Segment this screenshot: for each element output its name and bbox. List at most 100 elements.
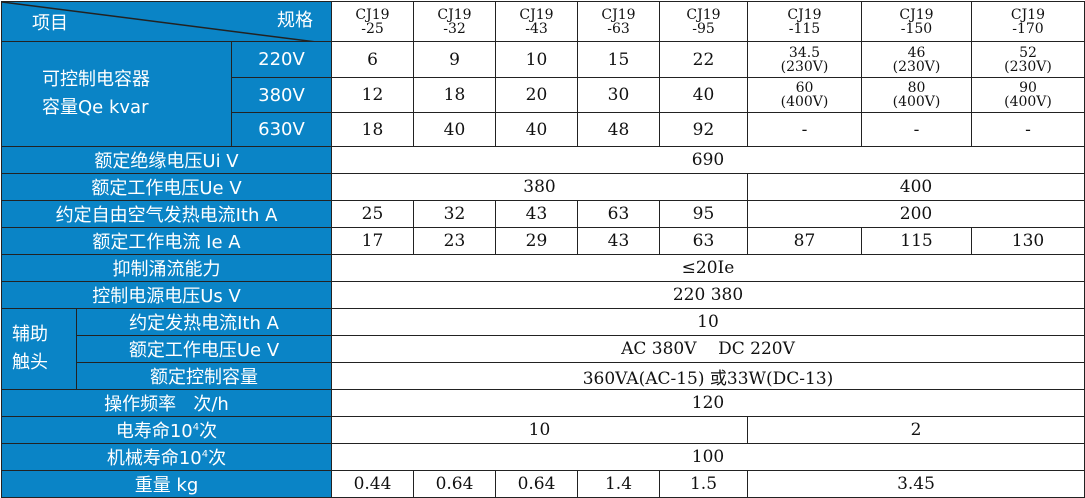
cell: 18 [413,77,496,113]
model-name-line: CJ19 [686,6,721,23]
model-header: CJ19 -150 [861,1,972,42]
cell: 3.45 [747,470,1085,498]
model-header: CJ19 -63 [577,1,660,42]
cell: 2 [747,416,1085,444]
cell: 100 [331,443,1085,471]
capacitor-label: 可控制电容器 容量Qe kvar [1,41,232,147]
row-weight: 重量 kg 0.44 0.64 0.64 1.4 1.5 3.45 [1,470,1085,498]
cell: 0.44 [331,470,414,498]
cell: 87 [747,227,862,255]
row-label: 控制电源电压Us V [1,281,332,309]
cell: 1.5 [659,470,748,498]
cell: 80 (400V) [861,77,972,113]
cell: AC 380V DC 220V [331,335,1085,363]
cell: 360VA(AC-15) 或33W(DC-13) [331,362,1085,390]
row-ith: 约定自由空气发热电流Ith A 25 32 43 63 95 200 [1,200,1085,228]
cell: 0.64 [495,470,578,498]
row-elec-life: 电寿命104次 10 2 [1,416,1085,444]
cell: 1.4 [577,470,660,498]
model-header: CJ19 -25 [331,1,414,42]
cell: - [971,112,1085,147]
row-ie: 额定工作电流 Ie A 17 23 29 43 63 87 115 130 [1,227,1085,255]
cell: 0.64 [413,470,496,498]
cell: 40 [659,77,748,113]
cell: - [861,112,972,147]
model-header: CJ19 -115 [747,1,862,42]
cell: 43 [577,227,660,255]
row-aux-ue: 额定工作电压Ue V AC 380V DC 220V [2,335,1085,363]
model-name-line: CJ19 [437,6,472,23]
model-name-line: -32 [443,20,466,37]
cell: 32 [413,200,496,228]
capacitor-row-380: 380V 12 18 20 30 40 60 (400V) 80 (400V) 90 (400V) [2,77,1085,113]
cell: 60 (400V) [747,77,862,113]
row-ui: 额定绝缘电压Ui V 690 [1,146,1085,174]
row-label: 额定工作电压Ue V [76,335,332,363]
cell: 20 [495,77,578,113]
cell: 63 [577,200,660,228]
model-name-line: -170 [1012,20,1044,37]
model-name-line: -150 [900,20,933,37]
cell: ≤20Ie [331,254,1085,282]
cell: 400 [747,173,1085,201]
row-mech-life: 机械寿命104次 100 [1,443,1085,471]
header-row: 项目 规格 CJ19 -25 CJ19 -32 CJ19 -43 CJ19 -63 CJ… [1,1,1085,42]
voltage-label: 630V [231,112,332,147]
model-name-line: CJ19 [355,6,390,23]
cell: 22 [659,41,748,78]
row-us: 控制电源电压Us V 220 380 [1,281,1085,309]
aux-contact-label: 辅助 触头 [1,308,77,390]
cell: 12 [331,77,414,113]
row-label: 重量 kg [1,470,332,498]
cell: 40 [495,112,578,147]
cell: 40 [413,112,496,147]
spec-label: 规格 [277,10,313,31]
cell: 48 [577,112,660,147]
cell: 15 [577,41,660,78]
voltage-label: 220V [231,41,332,78]
model-name-line: -43 [525,20,548,37]
cell: 120 [331,389,1085,417]
cell: 10 [495,41,578,78]
model-name-line: CJ19 [601,6,636,23]
cell: 90 (400V) [971,77,1085,113]
row-label: 额定绝缘电压Ui V [1,146,332,174]
cell: 25 [331,200,414,228]
capacitor-row-220: 可控制电容器 容量Qe kvar 220V 6 9 10 15 22 34.5 (230V) 4… [1,41,1085,147]
cell: - [747,112,862,147]
cell: 17 [331,227,414,255]
model-name-line: CJ19 [787,6,822,23]
cell: 29 [495,227,578,255]
cell: 52 (230V) [971,41,1085,78]
row-freq: 操作频率 次/h 120 [1,389,1085,417]
cell: 10 [331,308,1085,336]
row-inrush: 抑制涌流能力 ≤20Ie [1,254,1085,282]
cell: 200 [747,200,1085,228]
cell: 46 (230V) [861,41,972,78]
row-label: 额定工作电压Ue V [1,173,332,201]
cell: 92 [659,112,748,147]
cell: 63 [659,227,748,255]
row-label: 约定自由空气发热电流Ith A [1,200,332,228]
row-aux-cap: 额定控制容量 360VA(AC-15) 或33W(DC-13) [2,362,1085,390]
row-ue: 额定工作电压Ue V 380 400 [1,173,1085,201]
row-label: 电寿命104次 [1,416,332,444]
cell: 10 [331,416,748,444]
diagonal-divider [2,2,311,41]
row-label: 操作频率 次/h [1,389,332,417]
row-label: 机械寿命104次 [1,443,332,471]
cell: 380 [331,173,748,201]
cell: 34.5 (230V) [747,41,862,78]
corner-header: 项目 规格 [1,1,332,42]
model-header: CJ19 -43 [495,1,578,42]
row-label: 额定控制容量 [76,362,332,390]
cell: 30 [577,77,660,113]
model-name-line: -25 [361,20,384,37]
model-header: CJ19 -170 [971,1,1085,42]
model-name-line: -95 [692,20,715,37]
cell: 220 380 [331,281,1085,309]
model-name-line: -115 [788,20,821,37]
cell: 130 [971,227,1085,255]
row-label: 额定工作电流 Ie A [1,227,332,255]
